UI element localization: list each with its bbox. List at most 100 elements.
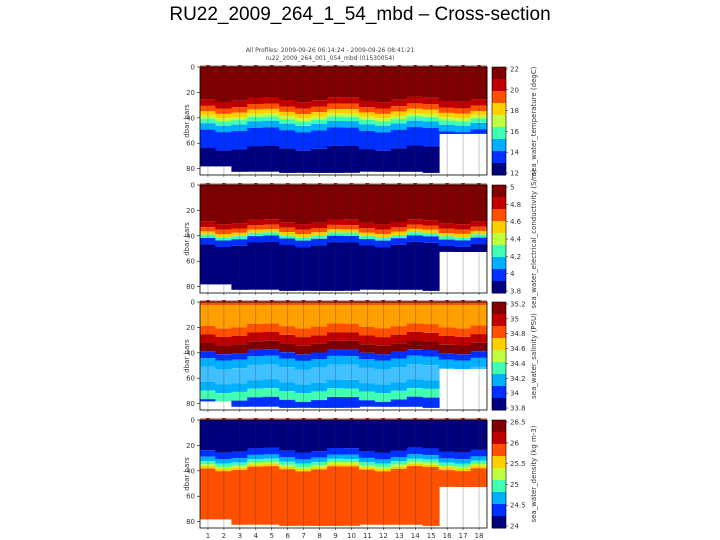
colorbar-segment [492,398,506,411]
profile-band [200,464,217,467]
x-tick-label: 9 [333,532,337,540]
colorbar-label: sea_water_density (kg m-3) [530,425,538,522]
colorbar-segment [492,516,506,529]
colorbar-label: sea_water_temperature (degC) [530,66,538,175]
colorbar-tick-label: 34.8 [510,330,526,338]
profile-band [200,129,217,148]
x-tick-label: 4 [254,532,259,540]
colorbar-tick-label: 34 [510,390,519,398]
profile-band [200,244,217,285]
y-axis-label: dbar bars [183,339,191,373]
colorbar-segment [492,233,506,246]
colorbar-tick-label: 35 [510,315,519,323]
colorbar-tick-label: 24.5 [510,502,526,510]
y-tick-label: 0 [191,182,195,190]
y-axis-label: dbar bars [183,457,191,491]
profile-band [200,237,217,245]
colorbar-frame [491,301,507,411]
colorbar-segment [492,67,506,80]
x-tick-label: 2 [222,532,226,540]
plot-frame [199,419,488,529]
colorbar-tick-label: 4.2 [510,253,521,261]
profile-band [200,420,217,451]
profile-band [200,227,217,232]
colorbar-tick-label: 16 [510,128,519,136]
colorbar-tick-label: 26.5 [510,419,526,427]
colorbar-tick-label: 33.8 [510,405,526,413]
profile-band [200,105,217,112]
y-tick-label: 20 [186,442,195,450]
colorbar-segment [492,185,506,198]
profile-band [200,366,217,382]
colorbar-tick-label: 25.5 [510,460,526,468]
colorbar-segment [492,444,506,457]
profile-band [200,334,217,343]
profile-band [200,118,217,124]
colorbar-tick-label: 35.2 [510,301,526,309]
colorbar-tick-label: 18 [510,107,519,115]
colorbar-frame [491,66,507,176]
y-tick-label: 0 [191,299,195,307]
colorbar-segment [492,338,506,351]
y-tick-label: 60 [186,493,195,501]
panel-1: 0 20 40 60 80 dbar bars 22 20 18 16 14 12 sea_water_… [183,64,538,178]
panel-3: 0 20 40 60 80 dbar bars 35.2 35 34.8 34.6 34.4 34.2… [183,299,538,413]
profile-band [200,115,217,119]
plot-frame [199,184,488,294]
colorbar-segment [492,492,506,505]
colorbar-segment [492,420,506,433]
y-tick-label: 20 [186,207,195,215]
page-title: RU22_2009_264_1_54_mbd – Cross-section [169,4,551,25]
profile-band [200,221,217,228]
profile-band [200,381,217,391]
y-tick-label: 60 [186,375,195,383]
profile-band [200,302,217,306]
colorbar-tick-label: 34.6 [510,345,526,353]
y-tick-label: 40 [186,467,195,475]
x-tick-label: 10 [347,532,356,540]
colorbar-tick-label: 25 [510,481,519,489]
colorbar-tick-label: 4.4 [510,236,522,244]
panel-2: 0 20 40 60 80 dbar bars 5 4.8 4.6 4.4 4.2 4 3.8 sea_w… [183,169,538,308]
y-tick-label: 80 [186,283,195,291]
y-tick-label: 0 [191,64,195,72]
y-axis-label: dbar bars [183,222,191,256]
figure-header-line1: All Profiles: 2009-09-26 06:14:24 - 2009… [246,47,415,54]
profile-band [200,343,217,352]
x-tick-label: 17 [459,532,468,540]
x-tick-label: 5 [270,532,274,540]
colorbar-segment [492,257,506,270]
colorbar-tick-label: 20 [510,86,519,94]
y-tick-label: 0 [191,417,195,425]
colorbar-label: sea_water_electrical_conductivity (S/m) [530,169,538,308]
profile-band [200,234,217,238]
y-tick-label: 40 [186,232,195,240]
colorbar-segment [492,197,506,210]
x-tick-label: 14 [411,532,420,540]
profile-band [200,185,217,222]
colorbar-segment [492,115,506,128]
colorbar-segment [492,350,506,363]
x-tick-label: 18 [475,532,484,540]
x-tick-label: 7 [301,532,305,540]
colorbar-segment [492,362,506,375]
colorbar-segment [492,139,506,152]
profile-band [200,450,217,457]
y-tick-label: 80 [186,518,195,526]
colorbar-segment [492,326,506,339]
x-tick-label: 15 [427,532,436,540]
colorbar-segment [492,302,506,315]
profile-band [200,148,217,167]
profile-band [200,399,217,402]
colorbar-frame [491,419,507,529]
profile-band [200,456,217,461]
profile-band [200,351,217,359]
colorbar-label: sea_water_salinity (PSU) [530,313,538,399]
colorbar-segment [492,432,506,445]
y-tick-label: 80 [186,400,195,408]
colorbar-tick-label: 22 [510,66,519,74]
figure-header-line2: ru22_2009_264_001_054_mbd (01530054) [265,55,394,62]
colorbar-tick-label: 24 [510,523,519,531]
